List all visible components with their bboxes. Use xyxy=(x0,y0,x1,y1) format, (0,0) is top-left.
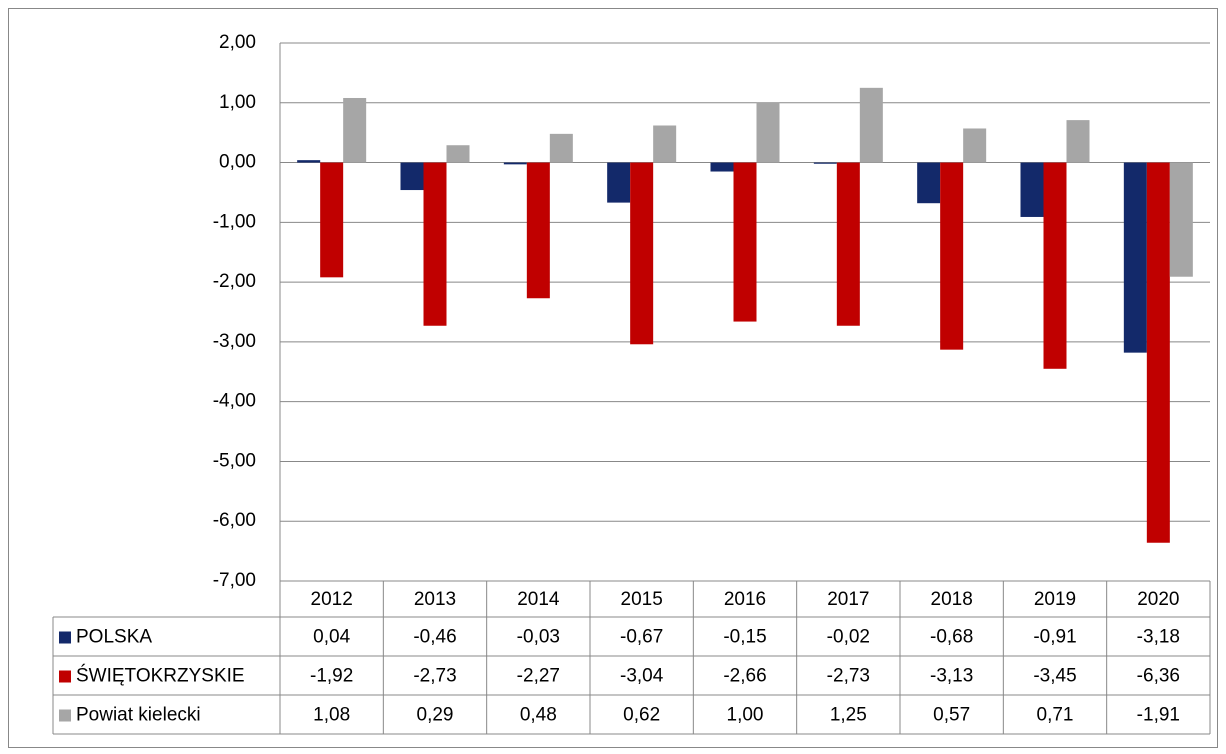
y-tick-label: -3,00 xyxy=(213,331,256,352)
table-value: 0,48 xyxy=(520,705,557,726)
legend-label: ŚWIĘTOKRZYSKIE xyxy=(76,665,245,687)
table-value: 1,00 xyxy=(727,705,764,726)
y-tick-label: 1,00 xyxy=(219,92,256,113)
bar xyxy=(607,162,631,203)
table-value: 1,08 xyxy=(313,705,350,726)
bar xyxy=(630,162,654,345)
x-tick-label: 2020 xyxy=(1137,589,1179,610)
table-value: -3,13 xyxy=(930,666,973,687)
bar xyxy=(940,162,964,350)
table-value: -0,46 xyxy=(413,627,456,648)
table-value: -3,04 xyxy=(620,666,664,687)
x-tick-label: 2013 xyxy=(414,589,456,610)
table-value: -0,03 xyxy=(517,627,560,648)
bar xyxy=(917,162,941,204)
bar xyxy=(343,97,367,163)
bar xyxy=(446,145,470,163)
y-tick-label: -5,00 xyxy=(213,450,256,471)
bar xyxy=(859,87,883,163)
bar xyxy=(836,162,860,326)
bar xyxy=(653,125,677,163)
bar xyxy=(1066,120,1090,163)
table-value: -0,68 xyxy=(930,627,973,648)
y-tick-label: -2,00 xyxy=(213,271,256,292)
x-tick-label: 2012 xyxy=(311,589,353,610)
x-tick-label: 2014 xyxy=(517,589,560,610)
bar xyxy=(756,102,780,163)
y-tick-label: -7,00 xyxy=(213,570,256,591)
bar xyxy=(503,162,527,165)
bar xyxy=(297,160,321,163)
table-value: -2,73 xyxy=(827,666,870,687)
table-value: -6,36 xyxy=(1137,666,1180,687)
table-value: -2,27 xyxy=(517,666,560,687)
table-value: -0,67 xyxy=(620,627,663,648)
y-tick-label: 2,00 xyxy=(219,32,256,53)
chart-border xyxy=(8,8,1218,748)
bar xyxy=(320,162,344,278)
legend-swatch xyxy=(59,670,71,683)
bar xyxy=(1020,162,1044,217)
bar xyxy=(423,162,447,326)
table-value: -0,15 xyxy=(723,627,766,648)
y-tick-label: 0,00 xyxy=(219,152,256,173)
table-value: -0,02 xyxy=(827,627,870,648)
bar xyxy=(733,162,757,322)
x-tick-label: 2018 xyxy=(931,589,973,610)
x-tick-label: 2017 xyxy=(827,589,869,610)
bar xyxy=(813,162,837,164)
bar xyxy=(1146,162,1170,543)
table-value: 0,71 xyxy=(1037,705,1074,726)
table-value: -1,91 xyxy=(1137,705,1180,726)
y-tick-label: -4,00 xyxy=(213,391,256,412)
bar xyxy=(526,162,550,299)
x-tick-label: 2019 xyxy=(1034,589,1076,610)
table-value: 0,57 xyxy=(933,705,970,726)
table-value: 1,25 xyxy=(830,705,867,726)
bar xyxy=(963,128,987,163)
table-value: -3,18 xyxy=(1137,627,1180,648)
legend-label: Powiat kielecki xyxy=(76,705,201,726)
table-value: 0,04 xyxy=(313,627,350,648)
table-value: -2,66 xyxy=(723,666,766,687)
table-value: -3,45 xyxy=(1033,666,1076,687)
y-tick-label: -6,00 xyxy=(213,510,256,531)
legend-swatch xyxy=(59,631,71,644)
bar xyxy=(1169,162,1193,277)
bar xyxy=(1123,162,1147,353)
x-tick-label: 2016 xyxy=(724,589,766,610)
x-tick-label: 2015 xyxy=(621,589,663,610)
bar xyxy=(549,133,573,163)
table-value: 0,62 xyxy=(623,705,660,726)
table-value: 0,29 xyxy=(417,705,454,726)
table-value: -1,92 xyxy=(310,666,353,687)
legend-swatch xyxy=(59,709,71,722)
y-tick-label: -1,00 xyxy=(213,211,256,232)
bar xyxy=(400,162,424,191)
bar xyxy=(710,162,734,172)
table-value: -2,73 xyxy=(413,666,456,687)
table-value: -0,91 xyxy=(1033,627,1076,648)
bar xyxy=(1043,162,1067,369)
legend-label: POLSKA xyxy=(76,627,152,648)
